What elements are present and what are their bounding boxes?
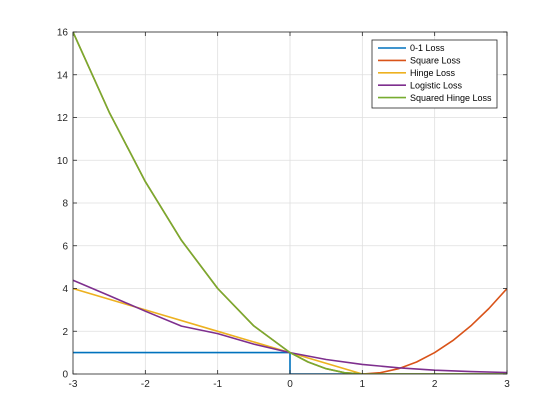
x-tick-label: 0	[287, 379, 293, 390]
y-tick-label: 12	[57, 113, 69, 124]
y-tick-label: 8	[62, 199, 68, 210]
x-tick-label: -2	[141, 379, 150, 390]
y-tick-label: 0	[62, 370, 68, 381]
y-tick-label: 6	[62, 241, 68, 252]
legend: 0-1 Loss Square Loss Hinge Loss Logistic Lo…	[371, 39, 498, 109]
legend-label: 0-1 Loss	[410, 43, 445, 53]
x-tick-label: 3	[504, 379, 510, 390]
y-tick-label: 4	[62, 284, 68, 295]
legend-label: Hinge Loss	[410, 68, 456, 78]
legend-label: Square Loss	[410, 56, 461, 66]
x-tick-label: 1	[360, 379, 366, 390]
x-tick-label: -1	[213, 379, 222, 390]
y-tick-label: 10	[57, 156, 69, 167]
y-tick-label: 16	[57, 28, 69, 39]
x-tick-label: -3	[69, 379, 78, 390]
series-line-0-1-loss	[73, 351, 507, 374]
x-tick-label: 2	[432, 379, 438, 390]
series-line-squared-hinge-loss	[73, 32, 507, 374]
y-tick-label: 14	[57, 70, 69, 81]
legend-label: Squared Hinge Loss	[410, 93, 492, 103]
y-tick-label: 2	[62, 327, 68, 338]
legend-box	[371, 39, 498, 109]
legend-label: Logistic Loss	[410, 80, 463, 90]
